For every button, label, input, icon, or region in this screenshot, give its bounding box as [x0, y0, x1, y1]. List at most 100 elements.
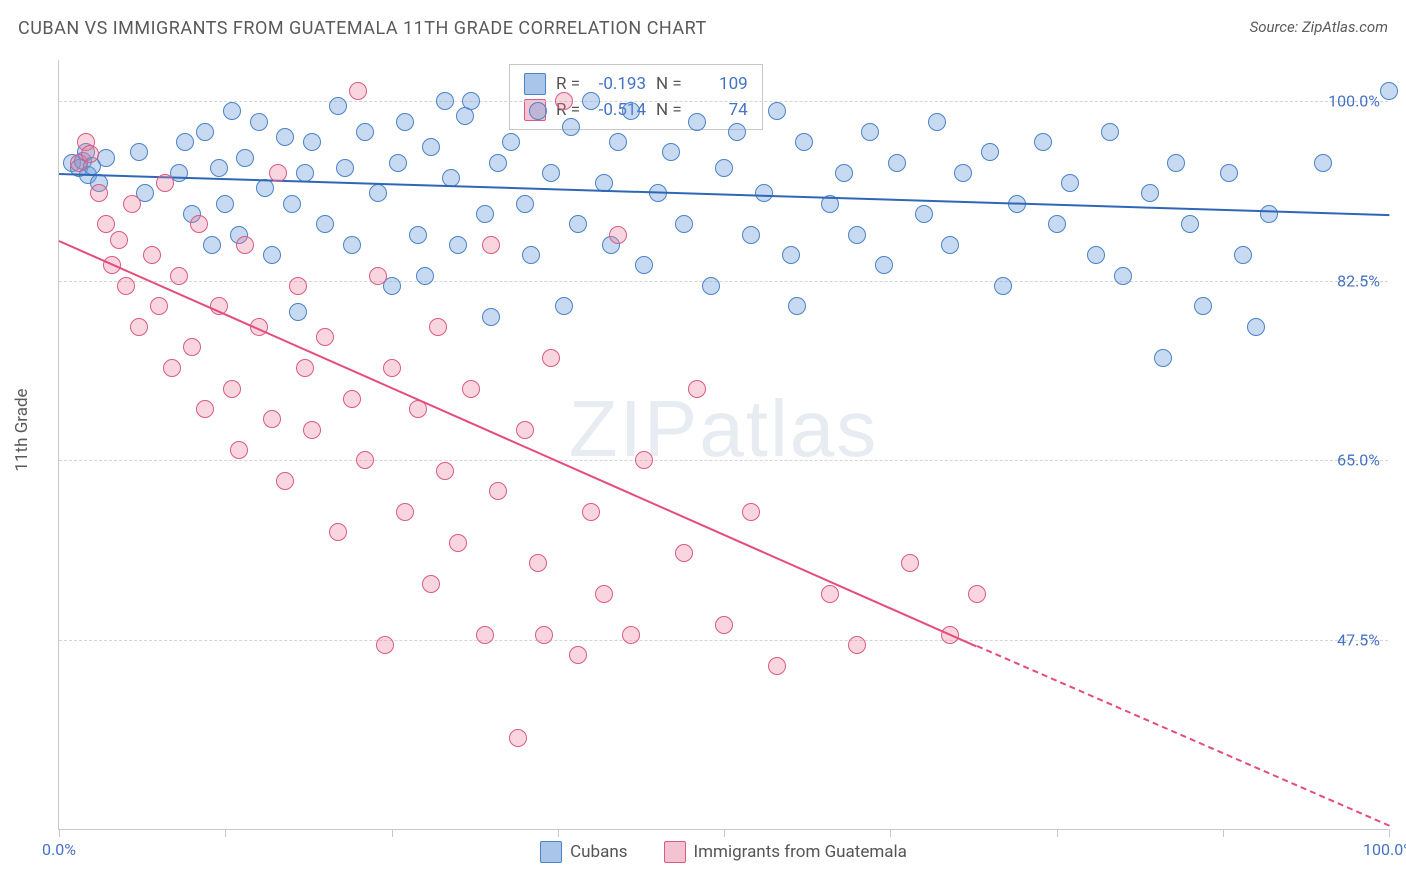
data-point [502, 133, 520, 151]
data-point [516, 421, 534, 439]
data-point [383, 359, 401, 377]
data-point [861, 123, 879, 141]
data-point [130, 143, 148, 161]
data-point [609, 226, 627, 244]
data-point [941, 236, 959, 254]
legend-item-cubans: Cubans [540, 841, 627, 863]
data-point [795, 133, 813, 151]
data-point [269, 164, 287, 182]
data-point [196, 400, 214, 418]
data-point [449, 236, 467, 254]
legend-row-cubans: R =-0.193 N =109 [524, 71, 748, 97]
data-point [1101, 123, 1119, 141]
data-point [343, 236, 361, 254]
data-point [81, 145, 99, 163]
data-point [263, 410, 281, 428]
data-point [303, 421, 321, 439]
data-point [535, 626, 553, 644]
data-point [609, 133, 627, 151]
data-point [1061, 174, 1079, 192]
legend-label: Immigrants from Guatemala [694, 842, 907, 862]
data-point [369, 267, 387, 285]
data-point [782, 246, 800, 264]
data-point [389, 154, 407, 172]
data-point [216, 195, 234, 213]
x-tick [558, 829, 559, 837]
data-point [250, 113, 268, 131]
data-point [143, 246, 161, 264]
data-point [176, 133, 194, 151]
data-point [1220, 164, 1238, 182]
data-point [835, 164, 853, 182]
data-point [90, 184, 108, 202]
swatch-cubans [524, 73, 546, 95]
data-point [183, 338, 201, 356]
data-point [915, 205, 933, 223]
x-tick [1223, 829, 1224, 837]
data-point [1114, 267, 1132, 285]
data-point [821, 585, 839, 603]
data-point [283, 195, 301, 213]
y-tick-label: 82.5% [1337, 271, 1380, 290]
data-point [356, 451, 374, 469]
x-tick [225, 829, 226, 837]
data-point [516, 195, 534, 213]
data-point [715, 159, 733, 177]
data-point [788, 297, 806, 315]
data-point [1141, 184, 1159, 202]
data-point [1167, 154, 1185, 172]
gridline [59, 640, 1388, 641]
x-tick [59, 829, 60, 837]
data-point [542, 349, 560, 367]
data-point [336, 159, 354, 177]
data-point [289, 277, 307, 295]
data-point [622, 102, 640, 120]
data-point [1314, 154, 1332, 172]
data-point [356, 123, 374, 141]
data-point [289, 303, 307, 321]
data-point [595, 585, 613, 603]
data-point [489, 154, 507, 172]
data-point [329, 523, 347, 541]
data-point [482, 308, 500, 326]
data-point [170, 267, 188, 285]
source-attribution: Source: ZipAtlas.com [1250, 18, 1388, 36]
data-point [1154, 349, 1172, 367]
x-tick [392, 829, 393, 837]
data-point [529, 102, 547, 120]
x-tick [1389, 829, 1390, 837]
data-point [97, 215, 115, 233]
data-point [117, 277, 135, 295]
data-point [888, 154, 906, 172]
data-point [522, 246, 540, 264]
data-point [569, 215, 587, 233]
data-point [296, 359, 314, 377]
data-point [276, 472, 294, 490]
data-point [1181, 215, 1199, 233]
y-tick-label: 47.5% [1337, 631, 1380, 650]
data-point [150, 297, 168, 315]
data-point [436, 92, 454, 110]
data-point [1380, 82, 1398, 100]
data-point [635, 451, 653, 469]
data-point [901, 554, 919, 572]
data-point [635, 256, 653, 274]
data-point [130, 318, 148, 336]
data-point [256, 179, 274, 197]
data-point [376, 636, 394, 654]
data-point [509, 729, 527, 747]
scatter-chart: ZIPatlas R =-0.193 N =109 R =-0.514 N =7… [58, 60, 1388, 830]
data-point [343, 390, 361, 408]
data-point [928, 113, 946, 131]
data-point [968, 585, 986, 603]
trend-line [59, 240, 977, 647]
data-point [476, 626, 494, 644]
swatch-guatemala-bottom [664, 841, 686, 863]
data-point [203, 236, 221, 254]
data-point [476, 205, 494, 223]
data-point [715, 616, 733, 634]
data-point [742, 226, 760, 244]
data-point [994, 277, 1012, 295]
data-point [223, 380, 241, 398]
data-point [662, 143, 680, 161]
